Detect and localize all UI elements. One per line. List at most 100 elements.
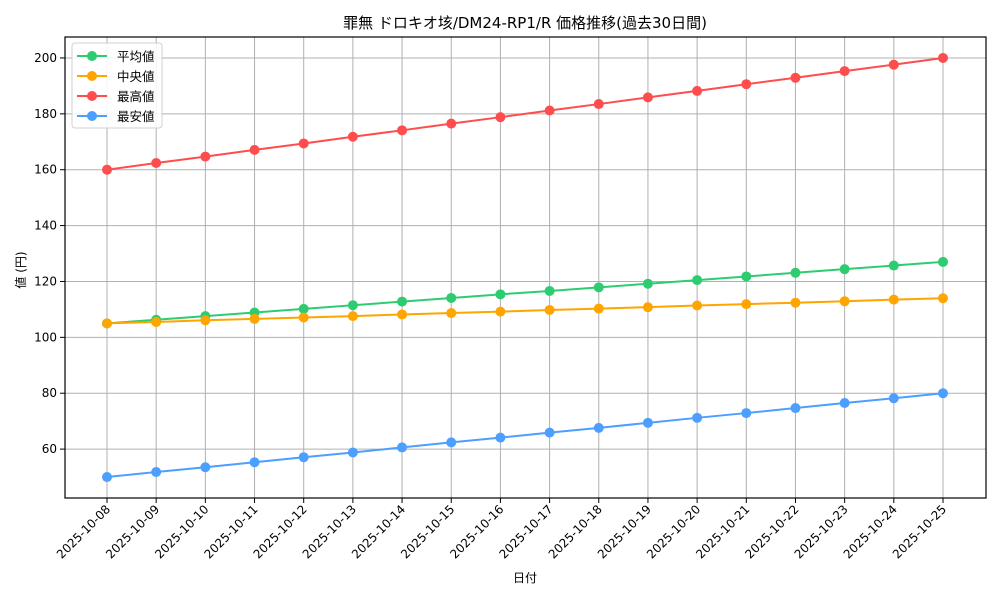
data-point [642, 92, 653, 103]
series-line [106, 56, 944, 171]
series-line [106, 297, 944, 325]
plot-frame [64, 36, 987, 499]
y-axis: 60 80 100 120 140 160 180 200 [34, 51, 65, 456]
data-point [249, 144, 260, 155]
data-point [790, 267, 801, 278]
data-point [888, 393, 899, 404]
data-point [495, 112, 506, 123]
data-point [200, 462, 211, 473]
data-point [298, 452, 309, 463]
data-point [102, 472, 112, 483]
data-point [642, 278, 653, 289]
data-point [741, 299, 752, 310]
series-lines [102, 52, 948, 483]
data-point [397, 125, 408, 136]
legend-marker-icon [87, 111, 97, 121]
data-point [938, 256, 948, 267]
data-point [397, 309, 408, 320]
data-point [200, 151, 211, 162]
data-point [839, 264, 850, 275]
legend-box [71, 42, 163, 129]
data-point [102, 318, 112, 329]
data-point [642, 417, 653, 428]
data-point [298, 138, 309, 149]
data-point [839, 398, 850, 409]
data-point [298, 312, 309, 323]
data-point [692, 85, 703, 96]
data-point [888, 294, 899, 305]
series-2 [102, 52, 948, 175]
x-axis: 2025-10-082025-10-092025-10-102025-10-11… [54, 498, 949, 561]
data-point [347, 311, 358, 322]
data-point [151, 467, 162, 478]
y-axis-label: 値 (円) [13, 251, 28, 288]
y-tick-label: 140 [34, 219, 57, 233]
y-tick-label: 100 [34, 330, 57, 344]
legend-item: 最安値 [77, 109, 155, 124]
data-point [397, 296, 408, 307]
data-point [200, 315, 211, 326]
legend-item: 平均値 [77, 49, 155, 64]
legend-marker-icon [87, 51, 97, 61]
series-line [106, 260, 944, 325]
data-point [741, 271, 752, 282]
data-point [102, 164, 112, 175]
data-point [692, 412, 703, 423]
data-point [593, 422, 604, 433]
data-point [446, 308, 457, 319]
data-point [544, 105, 555, 116]
data-point [593, 303, 604, 314]
data-point [495, 306, 506, 317]
data-point [446, 292, 457, 303]
data-point [446, 118, 457, 129]
legend-label: 平均値 [117, 49, 155, 64]
data-point [839, 66, 850, 77]
data-point [790, 403, 801, 414]
data-point [938, 293, 948, 304]
series-1 [102, 293, 948, 329]
data-point [495, 289, 506, 300]
data-point [888, 59, 899, 70]
series-0 [102, 256, 948, 329]
data-point [790, 72, 801, 83]
x-axis-label: 日付 [513, 571, 537, 585]
data-point [790, 297, 801, 308]
data-point [544, 427, 555, 438]
y-tick-label: 80 [42, 386, 57, 400]
data-point [642, 302, 653, 313]
data-point [249, 313, 260, 324]
legend-item: 中央値 [77, 69, 155, 84]
y-tick-label: 120 [34, 274, 57, 288]
data-point [839, 296, 850, 307]
data-point [544, 285, 555, 296]
data-point [544, 304, 555, 315]
data-point [347, 300, 358, 311]
y-tick-label: 200 [34, 51, 57, 65]
data-point [938, 52, 948, 63]
chart-title: 罪無 ドロキオ垓/DM24-RP1/R 価格推移(過去30日間) [343, 14, 707, 32]
y-tick-label: 180 [34, 107, 57, 121]
series-line [106, 392, 944, 479]
data-point [347, 131, 358, 142]
data-point [741, 79, 752, 90]
data-point [397, 442, 408, 453]
legend-label: 最安値 [117, 109, 155, 124]
data-point [495, 432, 506, 443]
legend-item: 最高値 [77, 89, 155, 104]
data-point [298, 303, 309, 314]
data-point [249, 457, 260, 468]
y-tick-label: 160 [34, 163, 57, 177]
data-point [938, 388, 948, 399]
legend-label: 中央値 [117, 69, 155, 84]
data-point [151, 316, 162, 327]
data-point [151, 158, 162, 169]
data-point [593, 282, 604, 293]
data-point [888, 260, 899, 271]
data-point [593, 99, 604, 110]
series-3 [102, 388, 948, 483]
data-point [347, 447, 358, 458]
legend-marker-icon [87, 91, 97, 101]
legend-label: 最高値 [117, 89, 155, 104]
